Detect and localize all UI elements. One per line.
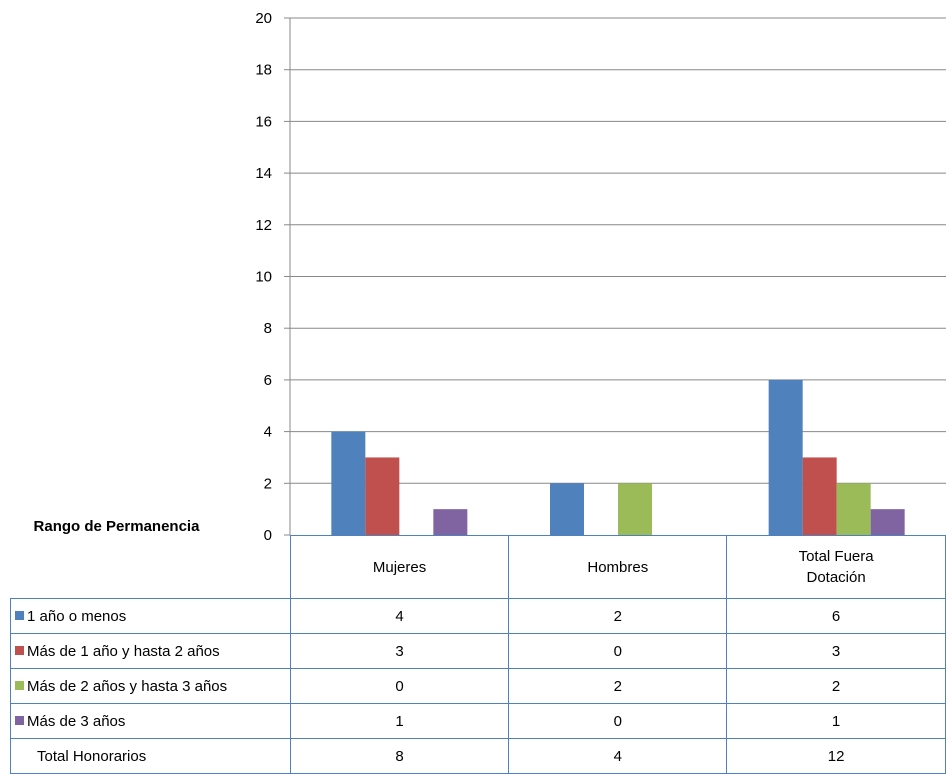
legend-swatch <box>15 610 24 620</box>
table-corner <box>11 536 291 599</box>
table-cell: 0 <box>508 703 728 739</box>
legend-swatch <box>15 645 24 655</box>
total-cell: 8 <box>289 738 510 774</box>
legend-swatch <box>15 680 24 690</box>
total-cell: 4 <box>508 738 728 774</box>
table-row: Más de 2 años y hasta 3 años 0 2 2 <box>10 668 946 704</box>
total-label: Total Honorarios <box>10 738 291 774</box>
legend-label: Más de 2 años y hasta 3 años <box>10 668 291 704</box>
legend-label: 1 año o menos <box>10 598 291 634</box>
y-tick-label: 4 <box>264 424 272 441</box>
bar-3-1 <box>768 379 803 535</box>
table-cell: 3 <box>726 633 946 669</box>
category-header: Hombres <box>508 535 728 599</box>
y-tick-label: 16 <box>255 113 272 130</box>
y-tick-label: 6 <box>264 372 272 389</box>
legend-swatch <box>15 715 24 725</box>
y-tick-label: 20 <box>255 10 272 27</box>
bar-2-3 <box>618 483 652 535</box>
table-row: Más de 1 año y hasta 2 años 3 0 3 <box>10 633 946 669</box>
table-cell: 3 <box>289 633 510 669</box>
data-table: Mujeres Hombres Total Fuera Dotación 1 año o… <box>10 535 946 774</box>
bar-3-2 <box>802 457 837 535</box>
table-cell: 2 <box>508 598 728 634</box>
legend-label: Más de 1 año y hasta 2 años <box>10 633 291 669</box>
y-tick-label: 12 <box>255 217 272 234</box>
bar-1-4 <box>433 509 468 535</box>
table-cell: 1 <box>289 703 510 739</box>
category-header: Total Fuera Dotación <box>726 535 946 599</box>
bar-3-3 <box>836 483 871 535</box>
y-tick-label: 8 <box>264 320 272 337</box>
bar-1-2 <box>365 457 400 535</box>
y-tick-label: 18 <box>255 62 272 79</box>
bar-2-1 <box>550 483 584 535</box>
table-cell: 6 <box>726 598 946 634</box>
table-header-row: Mujeres Hombres Total Fuera Dotación <box>11 535 946 599</box>
legend-label: Más de 3 años <box>10 703 291 739</box>
y-tick-label: 10 <box>255 269 272 286</box>
table-cell: 1 <box>726 703 946 739</box>
y-tick-label: 0 <box>264 527 272 544</box>
table-cell: 0 <box>289 668 510 704</box>
y-tick-label: 14 <box>255 165 272 182</box>
table-row: Más de 3 años 1 0 1 <box>10 703 946 739</box>
bar-1-1 <box>331 431 366 535</box>
total-cell: 12 <box>726 738 946 774</box>
table-cell: 4 <box>289 598 510 634</box>
bar-3-4 <box>870 509 905 535</box>
table-cell: 2 <box>508 668 728 704</box>
table-row: 1 año o menos 4 2 6 <box>10 598 946 634</box>
total-row: Total Honorarios 8 4 12 <box>10 738 946 774</box>
category-header: Mujeres <box>289 535 510 599</box>
y-tick-label: 2 <box>264 475 272 492</box>
table-cell: 0 <box>508 633 728 669</box>
table-cell: 2 <box>726 668 946 704</box>
table-title: Rango de Permanencia <box>33 518 200 535</box>
